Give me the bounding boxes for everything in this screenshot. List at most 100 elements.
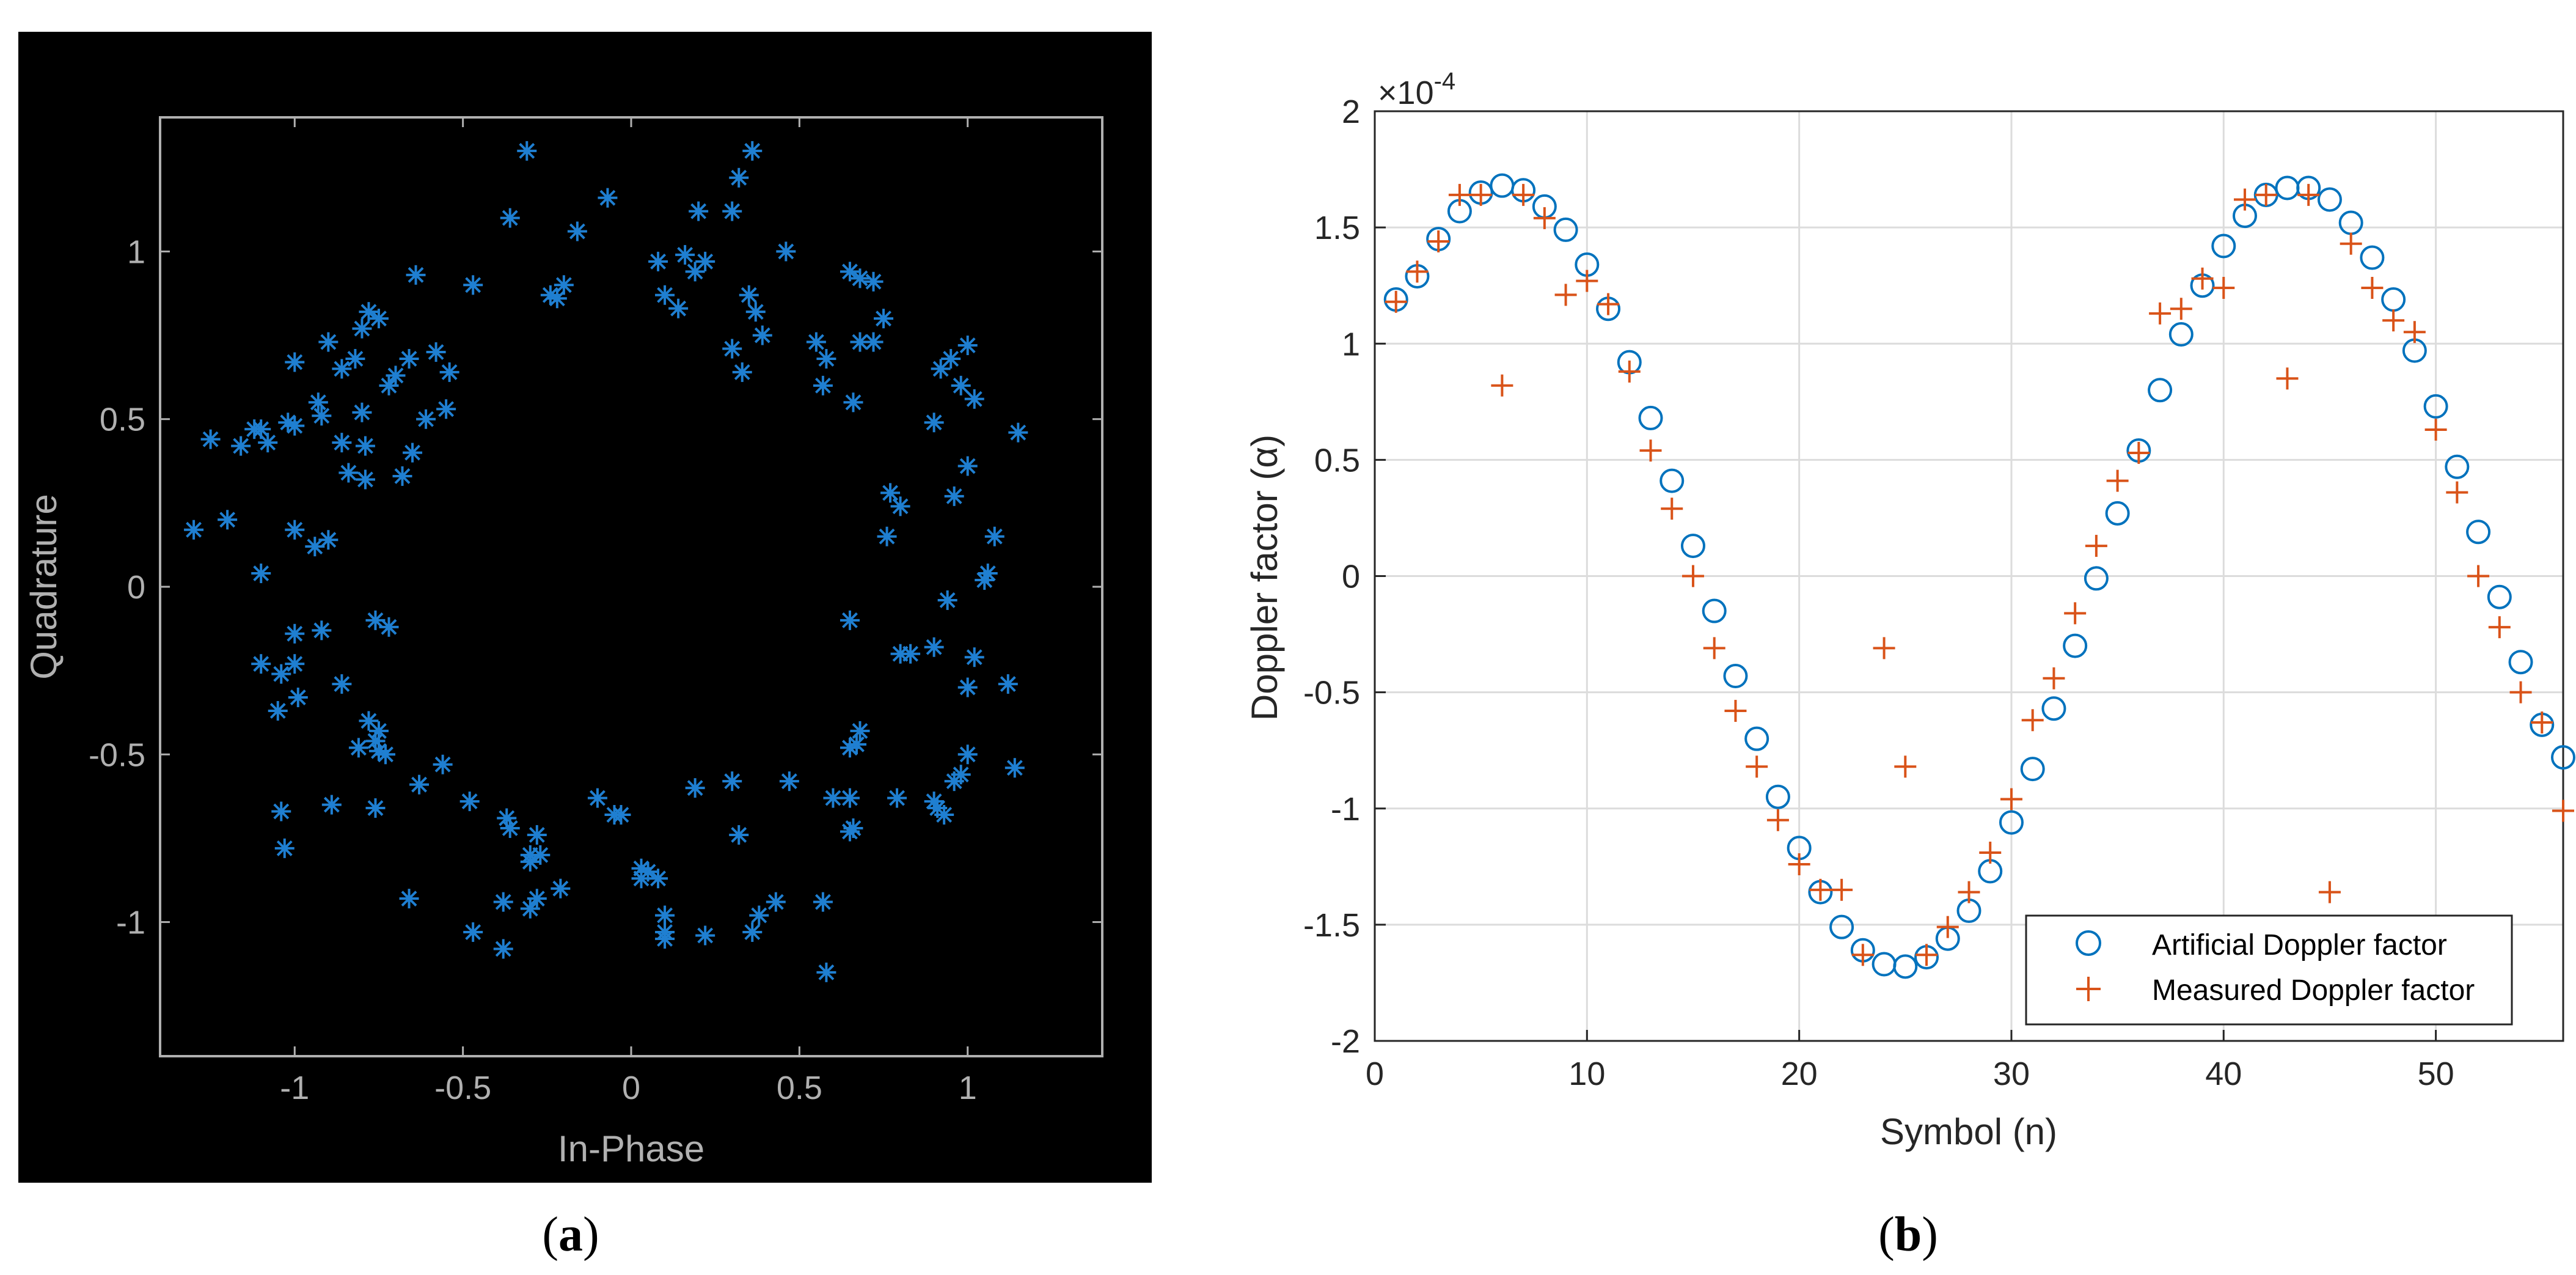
x-tick-label: 30 — [1993, 1056, 2030, 1092]
constellation-point — [951, 375, 971, 395]
measured-doppler-point — [2509, 681, 2532, 704]
constellation-point — [386, 366, 406, 386]
constellation-point — [426, 342, 446, 362]
measured-doppler-point — [1491, 374, 1513, 397]
artificial-doppler-point — [1893, 954, 1918, 979]
constellation-point — [463, 922, 483, 942]
constellation-point — [877, 526, 897, 546]
constellation-point — [271, 801, 291, 821]
constellation-point — [752, 325, 772, 345]
constellation-point — [365, 798, 386, 818]
measured-doppler-point — [2106, 469, 2129, 492]
constellation-point — [890, 496, 910, 516]
y-tick-label: 2 — [1342, 94, 1360, 130]
measured-doppler-point — [1724, 700, 1747, 722]
constellation-point — [274, 838, 295, 858]
constellation-point — [957, 744, 978, 765]
constellation-point — [766, 892, 786, 912]
y-tick-label: -0.5 — [1303, 675, 1360, 711]
constellation-point — [598, 188, 618, 208]
y-tick-label: -2 — [1331, 1023, 1360, 1060]
constellation-point — [823, 788, 843, 808]
constellation-point — [843, 392, 863, 413]
constellation-point — [359, 302, 379, 322]
constellation-point — [655, 929, 675, 949]
measured-doppler-point — [2212, 276, 2235, 299]
constellation-point — [527, 889, 547, 909]
artificial-doppler-point — [2317, 187, 2342, 212]
constellation-point — [520, 898, 540, 919]
artificial-doppler-point — [2445, 454, 2470, 479]
constellation-point — [863, 332, 884, 352]
measured-doppler-point — [2276, 367, 2299, 390]
constellation-point — [433, 754, 453, 774]
measured-doppler-point — [2128, 441, 2150, 464]
constellation-point — [439, 362, 459, 382]
y-tick-label: 1 — [127, 233, 145, 270]
constellation-point — [816, 348, 836, 369]
constellation-point — [587, 788, 607, 808]
constellation-point — [813, 375, 833, 395]
constellation-point — [352, 318, 372, 339]
constellation-point — [332, 433, 352, 453]
measured-doppler-point — [2149, 302, 2172, 325]
y-tick-label: 0 — [127, 569, 145, 606]
measured-doppler-point — [2488, 616, 2511, 639]
constellation-point — [675, 244, 695, 265]
constellation-point — [941, 348, 961, 369]
constellation-point — [416, 409, 436, 429]
legend-box — [2025, 914, 2513, 1026]
constellation-point — [271, 664, 291, 684]
y-tick-label: 0.5 — [100, 402, 145, 438]
constellation-point — [530, 845, 551, 865]
constellation-point — [312, 406, 332, 426]
panel-a-x-ticks: -1 -0.5 0 0.5 1 — [280, 117, 977, 1106]
panel-b-legend: Artificial Doppler factor Measured Doppl… — [2025, 914, 2513, 1026]
constellation-point — [689, 201, 709, 221]
y-tick-label: -1 — [116, 905, 145, 941]
measured-doppler-point — [1809, 878, 1832, 901]
constellation-point — [399, 889, 419, 909]
constellation-point — [365, 610, 386, 630]
constellation-point — [463, 275, 483, 295]
constellation-point — [776, 241, 796, 262]
legend-label-measured: Measured Doppler factor — [2152, 974, 2475, 1007]
constellation-point — [631, 869, 651, 889]
caption-a: (a) — [542, 1208, 599, 1262]
constellation-point — [368, 721, 389, 741]
artificial-doppler-point — [2551, 745, 2575, 770]
artificial-doppler-point — [2041, 696, 2066, 721]
panel-b-exponent-label: ×10-4 — [1378, 68, 1455, 111]
x-tick-label: 40 — [2205, 1056, 2242, 1092]
constellation-point — [436, 399, 456, 419]
artificial-doppler-point — [2105, 501, 2130, 526]
measured-doppler-point — [2318, 881, 2341, 903]
y-tick-label: -0.5 — [89, 737, 145, 773]
measured-doppler-point — [1639, 439, 1662, 462]
measured-doppler-point — [1873, 637, 1895, 660]
artificial-doppler-point — [1659, 468, 1685, 493]
constellation-point — [285, 654, 305, 674]
measured-doppler-point — [1851, 944, 1874, 966]
constellation-point — [816, 962, 836, 982]
constellation-point — [722, 201, 742, 221]
measured-doppler-point — [2255, 183, 2277, 206]
panel-a-y-ticks: -1 -0.5 0 0.5 1 — [89, 233, 1102, 941]
artificial-doppler-point — [1680, 534, 1705, 559]
panel-a-y-axis-label: Quadrature — [23, 494, 64, 680]
measured-doppler-point — [1831, 878, 1853, 901]
constellation-point — [392, 466, 412, 486]
measured-doppler-point — [2297, 183, 2320, 206]
measured-doppler-point — [1788, 853, 1810, 876]
constellation-point — [547, 288, 567, 309]
artificial-doppler-point — [2423, 394, 2448, 419]
panel-b-x-axis-label: Symbol (n) — [1880, 1111, 2057, 1152]
measured-doppler-point — [2021, 709, 2044, 732]
constellation-point — [685, 778, 705, 798]
constellation-point — [406, 265, 426, 285]
panel-b-y-axis-label: Doppler factor (α) — [1244, 435, 1285, 721]
measured-doppler-point — [2340, 232, 2362, 255]
measured-doppler-point — [1512, 183, 1535, 206]
y-tick-label: 0 — [1342, 559, 1360, 595]
